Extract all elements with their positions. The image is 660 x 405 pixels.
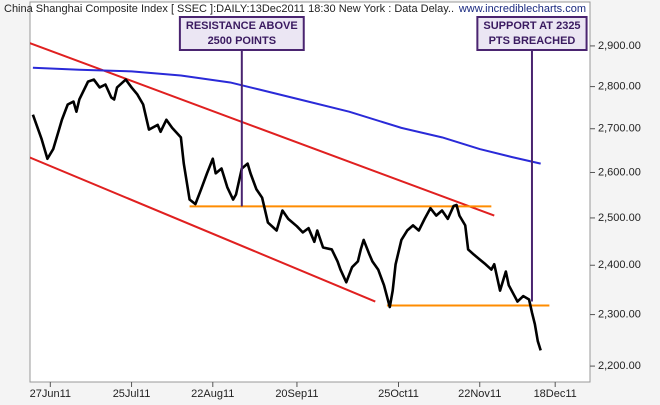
x-tick-label: 27Jun11 xyxy=(30,388,71,400)
annotation-text: SUPPORT AT 2325 xyxy=(483,20,580,32)
trend-line xyxy=(30,156,376,303)
trend-line xyxy=(30,42,495,217)
annotation-box xyxy=(178,16,305,51)
x-tick-label: 20Sep11 xyxy=(275,388,318,400)
y-tick-label: 2,400.00 xyxy=(598,259,641,271)
y-tick-label: 2,300.00 xyxy=(598,308,641,320)
y-tick-label: 2,700.00 xyxy=(598,123,641,135)
annotation-text: PTS BREACHED xyxy=(489,35,576,47)
price-line xyxy=(31,78,542,351)
y-tick-label: 2,200.00 xyxy=(598,360,641,372)
plot-area xyxy=(29,1,591,383)
x-tick-label: 25Oct11 xyxy=(378,388,419,400)
chart-title: China Shanghai Composite Index [ SSEC ]:… xyxy=(4,3,454,15)
price-line xyxy=(32,66,541,165)
data-layer xyxy=(30,42,550,351)
x-tick-label: 18Dec11 xyxy=(534,388,577,400)
x-tick-label: 22Nov11 xyxy=(458,388,501,400)
y-tick-label: 2,500.00 xyxy=(598,212,641,224)
x-tick-label: 22Aug11 xyxy=(191,388,234,400)
annotation-text: 2500 POINTS xyxy=(208,35,276,47)
y-tick-label: 2,900.00 xyxy=(598,40,641,52)
y-tick-label: 2,800.00 xyxy=(598,80,641,92)
annotation-box xyxy=(476,16,588,51)
annotation-text: RESISTANCE ABOVE xyxy=(186,20,298,32)
y-tick-label: 2,600.00 xyxy=(598,166,641,178)
watermark: www.incrediblecharts.com xyxy=(458,3,586,15)
x-tick-label: 25Jul11 xyxy=(113,388,151,400)
